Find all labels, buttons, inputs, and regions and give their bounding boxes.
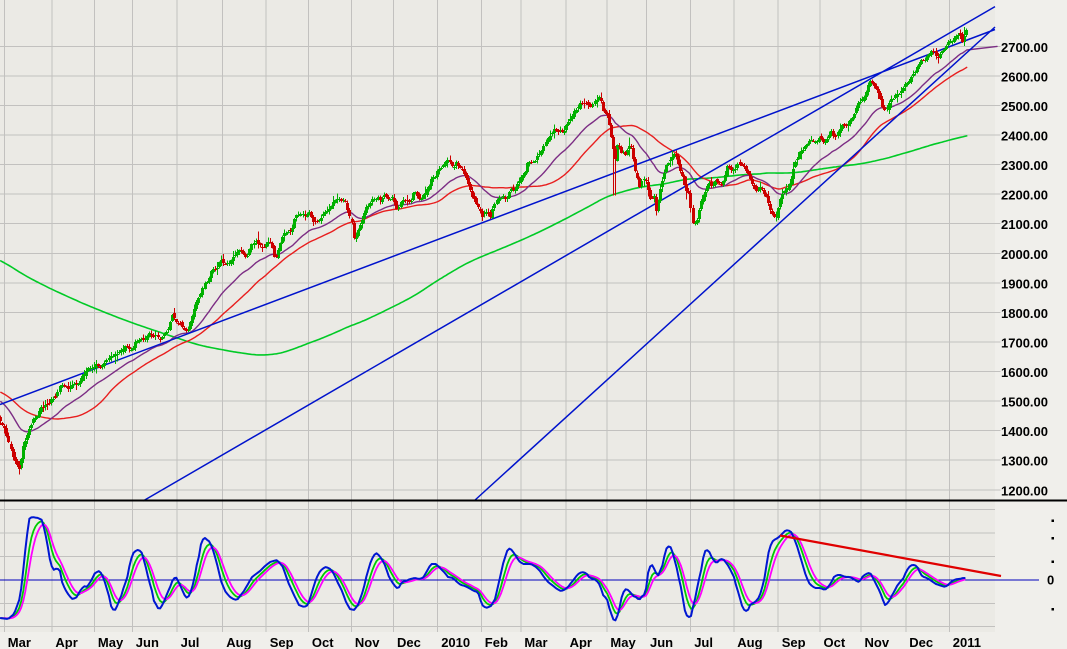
svg-text:1500.00: 1500.00 xyxy=(1001,395,1048,410)
svg-text:2300.00: 2300.00 xyxy=(1001,158,1048,173)
svg-text:Jun: Jun xyxy=(650,635,673,649)
svg-text:Oct: Oct xyxy=(312,635,334,649)
svg-text:May: May xyxy=(98,635,124,649)
svg-text:Feb: Feb xyxy=(485,635,508,649)
svg-text:Jul: Jul xyxy=(181,635,200,649)
svg-text:2200.00: 2200.00 xyxy=(1001,188,1048,203)
svg-text:1700.00: 1700.00 xyxy=(1001,336,1048,351)
svg-text:Oct: Oct xyxy=(824,635,846,649)
svg-text:Jun: Jun xyxy=(136,635,159,649)
svg-text:2100.00: 2100.00 xyxy=(1001,217,1048,232)
svg-text:Mar: Mar xyxy=(8,635,31,649)
svg-text:Dec: Dec xyxy=(909,635,933,649)
svg-text:Dec: Dec xyxy=(397,635,421,649)
svg-text:Jul: Jul xyxy=(694,635,713,649)
svg-text:1400.00: 1400.00 xyxy=(1001,424,1048,439)
svg-text:Apr: Apr xyxy=(55,635,77,649)
svg-text:May: May xyxy=(610,635,636,649)
svg-text:Apr: Apr xyxy=(570,635,592,649)
svg-text:2700.00: 2700.00 xyxy=(1001,40,1048,55)
svg-text:2011: 2011 xyxy=(953,635,981,649)
svg-text:2400.00: 2400.00 xyxy=(1001,129,1048,144)
svg-text:2500.00: 2500.00 xyxy=(1001,99,1048,114)
svg-text:1200.00: 1200.00 xyxy=(1001,483,1048,498)
svg-text:Sep: Sep xyxy=(782,635,806,649)
svg-text:2000.00: 2000.00 xyxy=(1001,247,1048,262)
svg-text:1800.00: 1800.00 xyxy=(1001,306,1048,321)
svg-text:Sep: Sep xyxy=(270,635,294,649)
svg-text:Nov: Nov xyxy=(355,635,380,649)
svg-text:0: 0 xyxy=(1047,573,1054,588)
svg-text:2600.00: 2600.00 xyxy=(1001,69,1048,84)
svg-text:1300.00: 1300.00 xyxy=(1001,454,1048,469)
svg-text:Aug: Aug xyxy=(226,635,251,649)
svg-text:Aug: Aug xyxy=(737,635,762,649)
svg-text:1900.00: 1900.00 xyxy=(1001,276,1048,291)
svg-text:Mar: Mar xyxy=(524,635,547,649)
svg-text:2010: 2010 xyxy=(441,635,470,649)
svg-text:1600.00: 1600.00 xyxy=(1001,365,1048,380)
svg-text:Nov: Nov xyxy=(865,635,890,649)
